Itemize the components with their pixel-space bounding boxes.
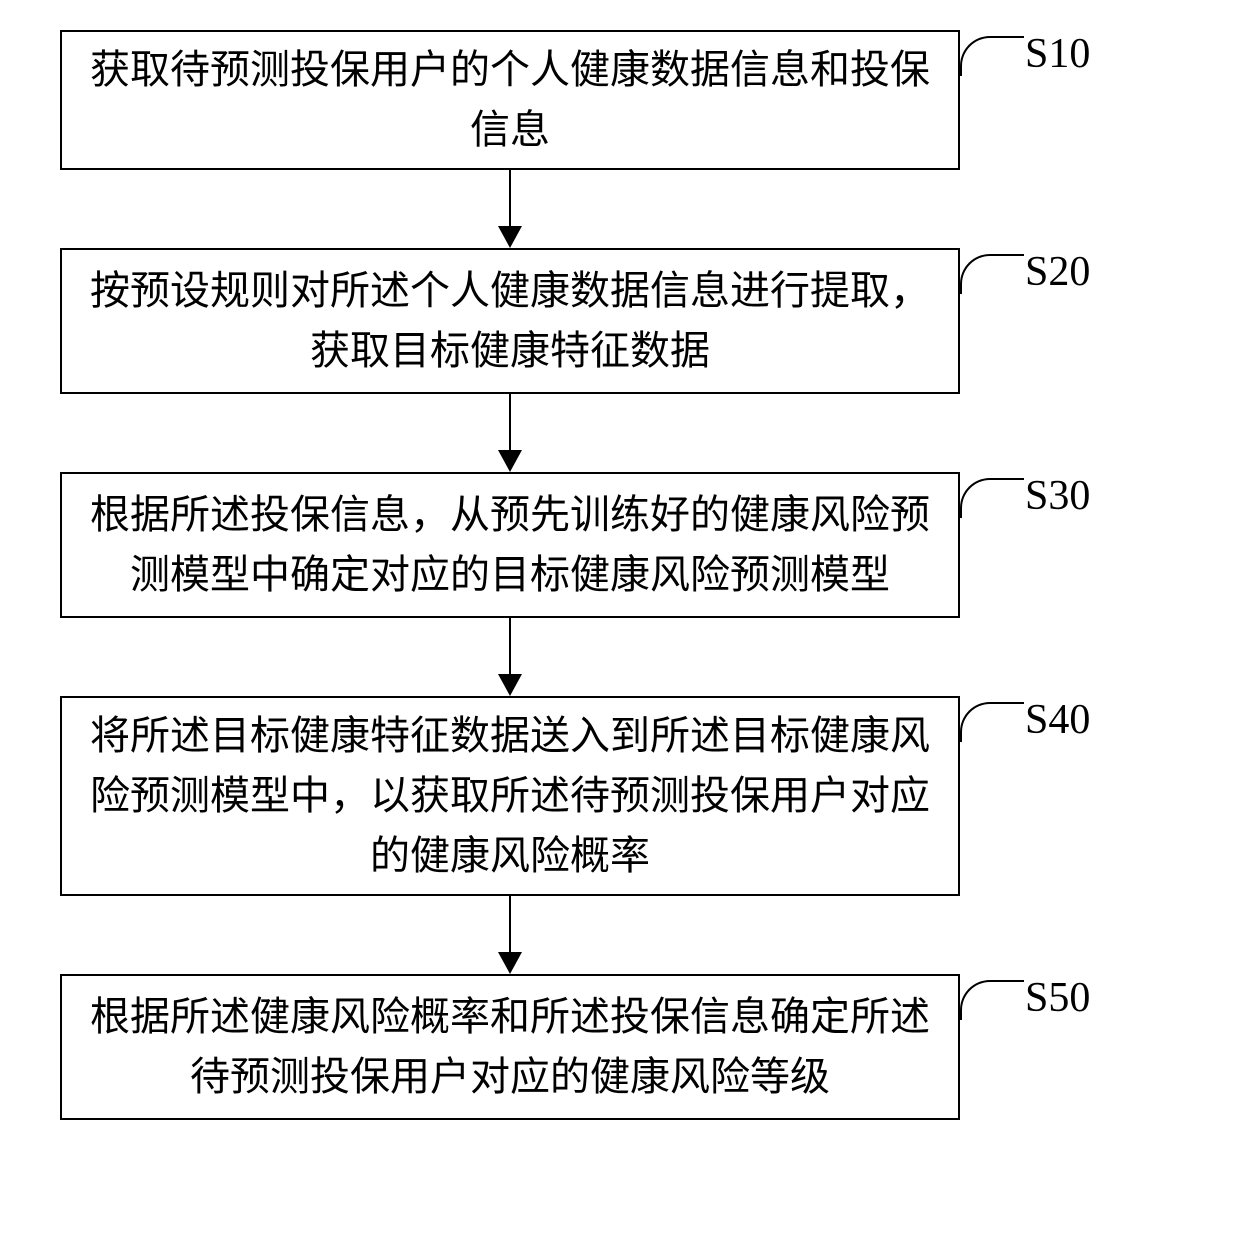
step-box-s40: 将所述目标健康特征数据送入到所述目标健康风险预测模型中，以获取所述待预测投保用户… (60, 696, 960, 896)
arrow-line (509, 170, 511, 230)
flowchart-container: 获取待预测投保用户的个人健康数据信息和投保信息 S10 按预设规则对所述个人健康… (60, 30, 1180, 1120)
step-label: S50 (1025, 974, 1090, 1022)
step-text: 按预设规则对所述个人健康数据信息进行提取，获取目标健康特征数据 (86, 261, 934, 381)
arrow-head-icon (498, 450, 522, 472)
arrow-line (509, 394, 511, 454)
step-label: S10 (1025, 30, 1090, 78)
step-label: S40 (1025, 696, 1090, 744)
step-box-s10: 获取待预测投保用户的个人健康数据信息和投保信息 (60, 30, 960, 170)
arrow-head-icon (498, 674, 522, 696)
arrow-head-icon (498, 952, 522, 974)
label-connector (960, 254, 1024, 294)
label-connector (960, 980, 1024, 1020)
arrow-line (509, 618, 511, 678)
arrow-head-icon (498, 226, 522, 248)
flowchart-step: 根据所述健康风险概率和所述投保信息确定所述待预测投保用户对应的健康风险等级 S5… (60, 974, 1180, 1120)
step-text: 将所述目标健康特征数据送入到所述目标健康风险预测模型中，以获取所述待预测投保用户… (86, 706, 934, 886)
step-label: S30 (1025, 472, 1090, 520)
step-box-s50: 根据所述健康风险概率和所述投保信息确定所述待预测投保用户对应的健康风险等级 (60, 974, 960, 1120)
step-text: 获取待预测投保用户的个人健康数据信息和投保信息 (86, 40, 934, 160)
label-connector (960, 36, 1024, 76)
flowchart-step: 获取待预测投保用户的个人健康数据信息和投保信息 S10 (60, 30, 1180, 170)
arrow (60, 170, 960, 248)
label-connector (960, 478, 1024, 518)
arrow (60, 394, 960, 472)
arrow (60, 618, 960, 696)
arrow (60, 896, 960, 974)
step-box-s30: 根据所述投保信息，从预先训练好的健康风险预测模型中确定对应的目标健康风险预测模型 (60, 472, 960, 618)
step-box-s20: 按预设规则对所述个人健康数据信息进行提取，获取目标健康特征数据 (60, 248, 960, 394)
flowchart-step: 将所述目标健康特征数据送入到所述目标健康风险预测模型中，以获取所述待预测投保用户… (60, 696, 1180, 896)
label-connector (960, 702, 1024, 742)
step-text: 根据所述投保信息，从预先训练好的健康风险预测模型中确定对应的目标健康风险预测模型 (86, 485, 934, 605)
flowchart-step: 根据所述投保信息，从预先训练好的健康风险预测模型中确定对应的目标健康风险预测模型… (60, 472, 1180, 618)
arrow-line (509, 896, 511, 956)
step-text: 根据所述健康风险概率和所述投保信息确定所述待预测投保用户对应的健康风险等级 (86, 987, 934, 1107)
step-label: S20 (1025, 248, 1090, 296)
flowchart-step: 按预设规则对所述个人健康数据信息进行提取，获取目标健康特征数据 S20 (60, 248, 1180, 394)
